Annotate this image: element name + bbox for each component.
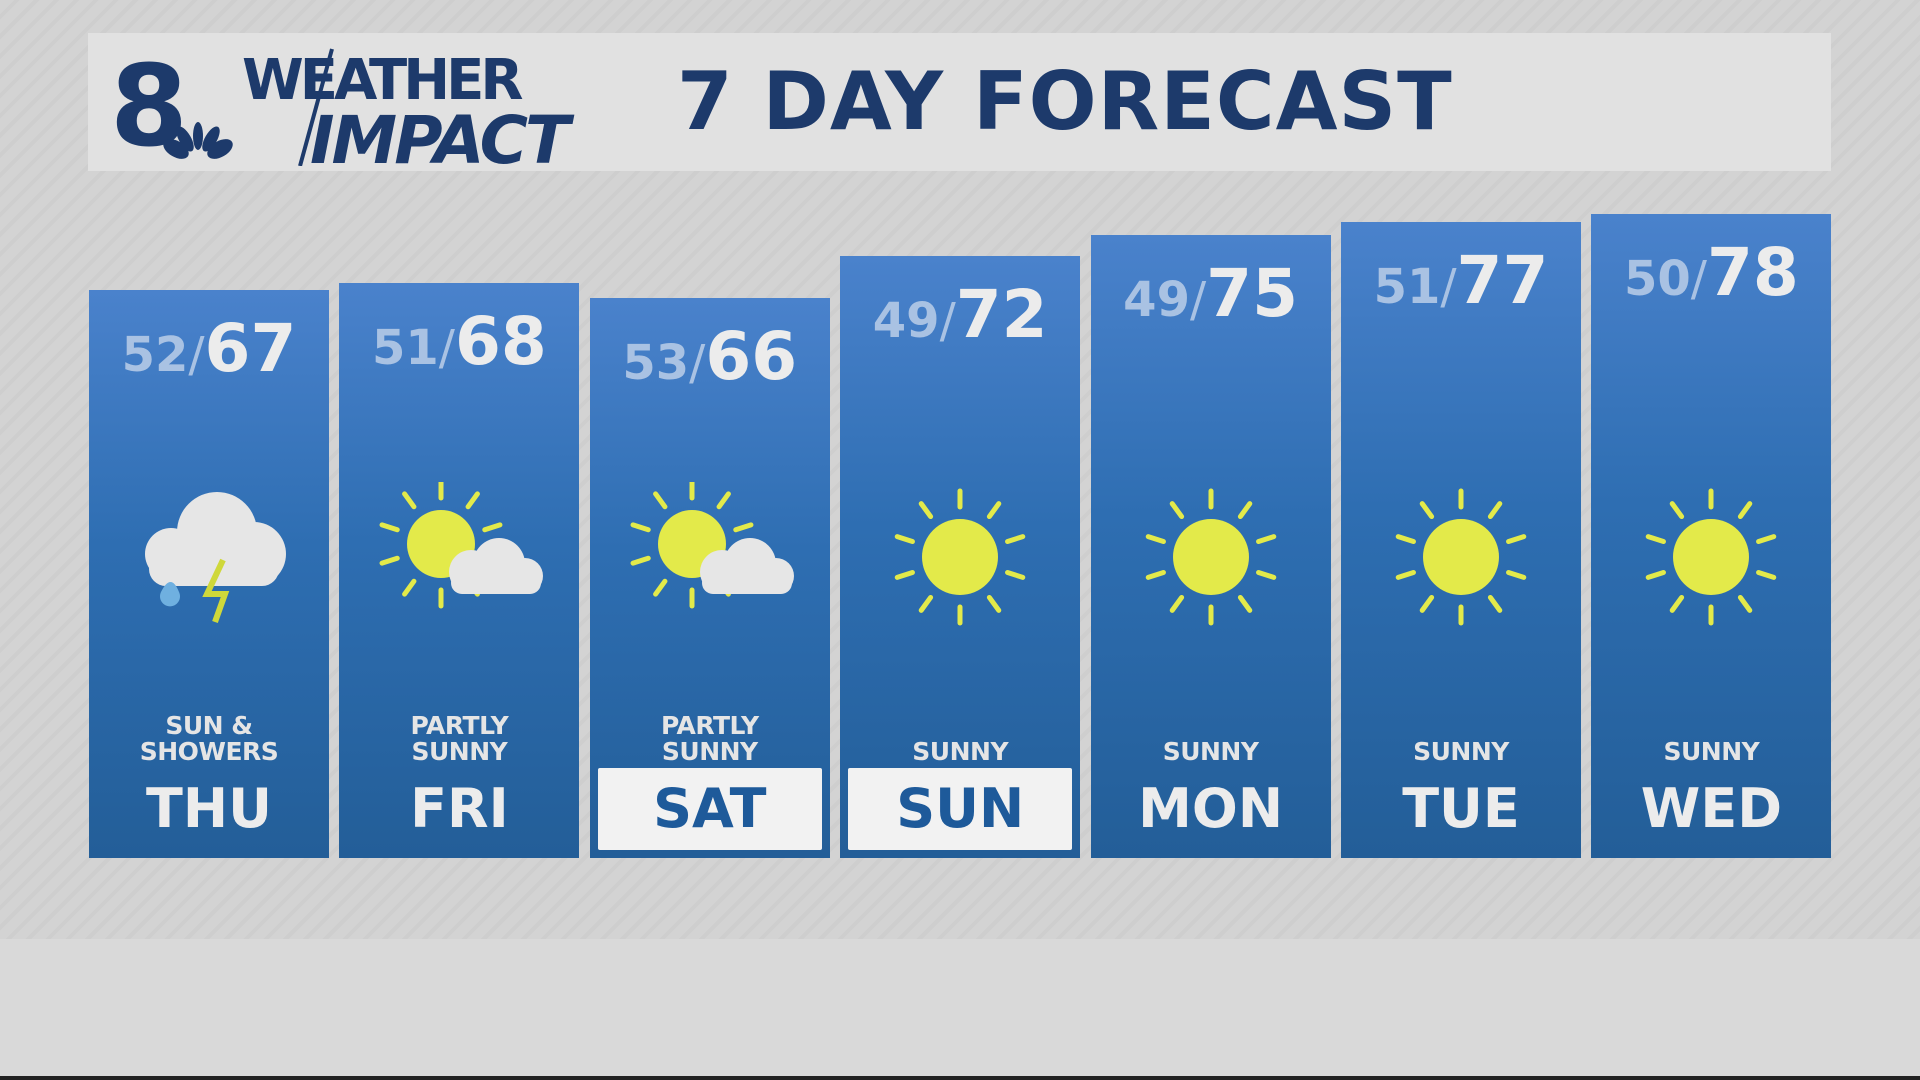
temperature-range: 51/77 xyxy=(1341,242,1581,319)
temp-separator: / xyxy=(188,327,205,383)
condition-label: SUNNY xyxy=(1591,739,1831,765)
temp-separator: / xyxy=(438,320,455,376)
condition-line1: SUN & xyxy=(165,711,253,740)
condition-label: SUNNY xyxy=(840,739,1080,765)
forecast-day-tue: 51/77 SUNNY TUE xyxy=(1341,222,1581,858)
bottom-border xyxy=(0,1076,1920,1080)
temp-separator: / xyxy=(939,293,956,349)
day-label: MON xyxy=(1138,777,1284,840)
condition-line1: SUNNY xyxy=(912,737,1009,766)
brand-line1: WEATHER xyxy=(242,48,522,113)
condition-label: PARTLY SUNNY xyxy=(590,713,830,765)
station-logo: 8 WEATHER IMPACT xyxy=(110,42,578,166)
high-temp: 77 xyxy=(1456,242,1549,319)
day-label: SUN xyxy=(848,768,1073,850)
low-temp: 50 xyxy=(1623,251,1691,307)
low-temp: 51 xyxy=(1373,259,1441,315)
forecast-day-sat: 53/66 PARTLY SUNNY SAT xyxy=(589,298,830,858)
condition-line1: SUNNY xyxy=(1413,737,1509,766)
peacock-icon xyxy=(163,122,233,159)
page-title: 7 DAY FORECAST xyxy=(677,55,1453,148)
temp-separator: / xyxy=(1189,272,1207,328)
temperature-range: 51/68 xyxy=(339,303,579,380)
low-temp: 52 xyxy=(121,327,189,383)
condition-line1: SUNNY xyxy=(1663,737,1760,766)
condition-line1: PARTLY xyxy=(410,711,509,740)
condition-line2: SUNNY xyxy=(411,737,508,766)
sun-icon xyxy=(1341,482,1581,632)
logo-slash xyxy=(298,48,334,166)
background-lower xyxy=(0,939,1920,1080)
sun-icon xyxy=(1591,482,1831,632)
sun-icon xyxy=(840,482,1080,632)
partly-sunny-icon xyxy=(339,482,579,632)
temperature-range: 49/72 xyxy=(840,276,1080,353)
brand-line2: IMPACT xyxy=(310,102,575,166)
high-temp: 72 xyxy=(955,276,1048,353)
forecast-day-sun: 49/72 SUNNY SUN xyxy=(840,256,1081,858)
condition-line2: SUNNY xyxy=(661,737,758,766)
day-label: THU xyxy=(146,777,272,840)
low-temp: 51 xyxy=(371,320,439,376)
temp-separator: / xyxy=(1690,251,1707,307)
temperature-range: 49/75 xyxy=(1091,255,1331,332)
condition-label: SUNNY xyxy=(1091,739,1331,765)
temperature-range: 50/78 xyxy=(1591,234,1831,311)
temperature-range: 53/66 xyxy=(590,318,830,395)
header-bar: 8 WEATHER IMPACT 7 DAY FORECAST xyxy=(88,33,1831,171)
condition-label: SUN & SHOWERS xyxy=(89,713,329,765)
low-temp: 49 xyxy=(872,293,940,349)
condition-line2: SHOWERS xyxy=(139,737,279,766)
low-temp: 53 xyxy=(622,335,690,391)
condition-label: PARTLY SUNNY xyxy=(339,713,579,765)
forecast-day-mon: 49/75 SUNNY MON xyxy=(1090,235,1331,858)
day-label: FRI xyxy=(410,777,509,840)
temp-separator: / xyxy=(689,335,706,391)
condition-label: SUNNY xyxy=(1341,739,1581,765)
high-temp: 78 xyxy=(1706,234,1799,311)
temp-separator: / xyxy=(1440,259,1457,315)
high-temp: 67 xyxy=(204,310,297,387)
forecast-day-fri: 51/68 PARTLY SUNNY FRI xyxy=(339,283,580,858)
sun-icon xyxy=(1091,482,1331,632)
high-temp: 66 xyxy=(705,318,798,395)
high-temp: 75 xyxy=(1206,255,1298,332)
day-label: WED xyxy=(1640,777,1783,840)
low-temp: 49 xyxy=(1123,272,1190,328)
temperature-range: 52/67 xyxy=(89,310,329,387)
partly-sunny-icon xyxy=(590,482,830,632)
condition-line1: SUNNY xyxy=(1162,737,1259,766)
day-label: SAT xyxy=(597,768,822,850)
condition-line1: PARTLY xyxy=(660,711,759,740)
cloud-storm-icon xyxy=(89,482,329,632)
high-temp: 68 xyxy=(454,303,547,380)
day-label: TUE xyxy=(1402,777,1520,840)
forecast-day-wed: 50/78 SUNNY WED xyxy=(1591,214,1832,858)
forecast-day-thu: 52/67 SUN & SHOWERS THU xyxy=(89,290,329,858)
